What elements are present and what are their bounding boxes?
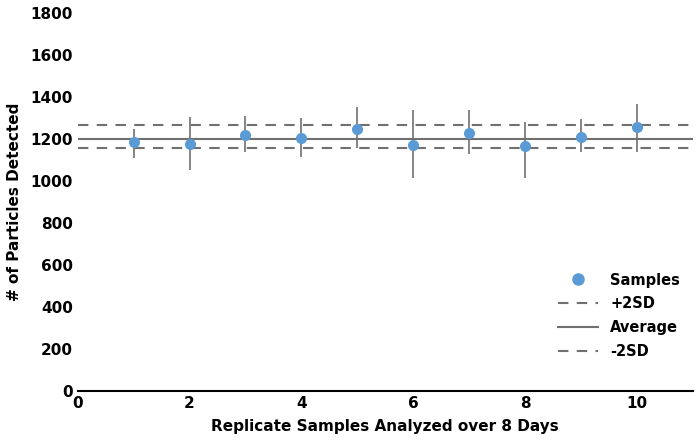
Y-axis label: # of Particles Detected: # of Particles Detected <box>7 103 22 301</box>
Legend: Samples, +2SD, Average, -2SD: Samples, +2SD, Average, -2SD <box>552 267 686 365</box>
X-axis label: Replicate Samples Analyzed over 8 Days: Replicate Samples Analyzed over 8 Days <box>211 419 559 434</box>
